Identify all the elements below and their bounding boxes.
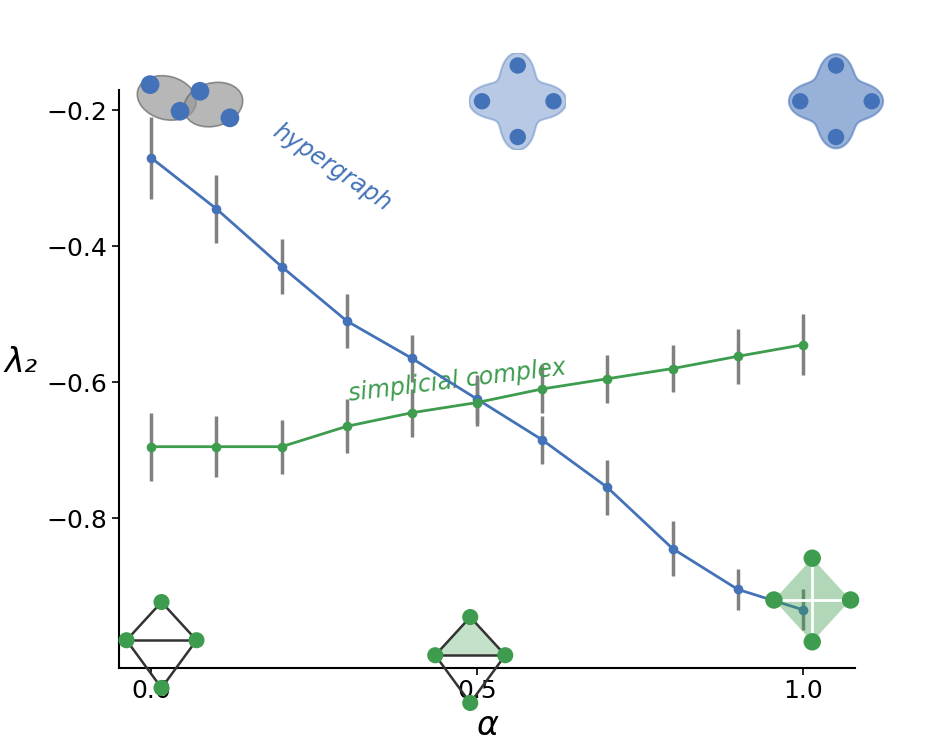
X-axis label: α: α	[476, 709, 498, 742]
Circle shape	[510, 130, 525, 144]
Polygon shape	[435, 617, 505, 656]
Circle shape	[805, 634, 820, 650]
Circle shape	[828, 130, 844, 144]
Circle shape	[172, 103, 188, 119]
Circle shape	[120, 633, 134, 647]
Circle shape	[475, 94, 489, 109]
Circle shape	[464, 696, 477, 710]
Circle shape	[155, 681, 168, 695]
Circle shape	[864, 94, 879, 109]
Circle shape	[805, 550, 820, 566]
Circle shape	[510, 58, 525, 73]
Circle shape	[189, 633, 203, 647]
Text: hypergraph: hypergraph	[269, 119, 396, 216]
Polygon shape	[469, 53, 566, 150]
Circle shape	[155, 595, 168, 609]
Circle shape	[828, 58, 844, 73]
Polygon shape	[788, 54, 884, 148]
Circle shape	[843, 592, 858, 608]
Polygon shape	[774, 558, 850, 600]
Circle shape	[142, 76, 159, 93]
Circle shape	[428, 648, 443, 662]
Circle shape	[464, 610, 477, 624]
Ellipse shape	[184, 82, 242, 127]
Polygon shape	[774, 600, 850, 642]
Circle shape	[192, 83, 208, 100]
Text: simplicial complex: simplicial complex	[347, 356, 567, 406]
Circle shape	[221, 110, 238, 126]
Y-axis label: λ₂: λ₂	[5, 346, 38, 379]
Circle shape	[498, 648, 512, 662]
Ellipse shape	[138, 76, 196, 120]
Circle shape	[767, 592, 782, 608]
Circle shape	[793, 94, 808, 109]
Circle shape	[546, 94, 560, 109]
